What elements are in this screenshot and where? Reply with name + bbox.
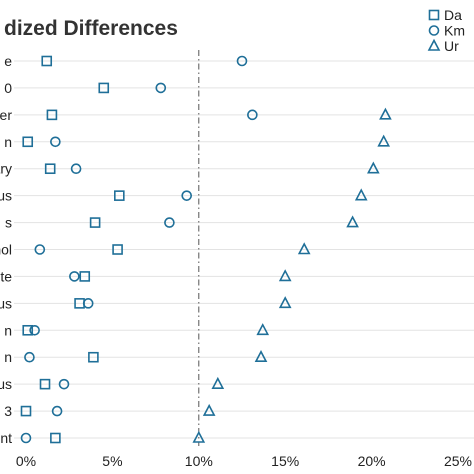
legend-marker bbox=[428, 25, 440, 36]
category-label: 0 bbox=[4, 80, 12, 96]
data-point bbox=[34, 244, 46, 255]
category-label: nt bbox=[0, 430, 12, 446]
data-point bbox=[377, 134, 391, 147]
category-label: us bbox=[0, 295, 12, 311]
data-point bbox=[20, 405, 32, 417]
x-tick-label: 25% bbox=[444, 453, 472, 469]
category-label: n bbox=[4, 322, 12, 338]
data-point bbox=[256, 323, 270, 336]
category-label: us bbox=[0, 188, 12, 204]
data-point bbox=[155, 82, 167, 94]
data-point bbox=[236, 55, 248, 67]
legend-label: Da bbox=[444, 7, 462, 23]
data-point bbox=[41, 55, 53, 67]
x-tick-label: 10% bbox=[185, 453, 213, 469]
data-point bbox=[192, 430, 206, 443]
category-label: e bbox=[4, 53, 12, 69]
legend-label: Ur bbox=[444, 38, 459, 54]
x-tick-label: 0% bbox=[16, 453, 36, 469]
category-label: n bbox=[4, 134, 12, 150]
legend-label: Km bbox=[444, 23, 465, 39]
data-point bbox=[379, 107, 392, 120]
category-label: er bbox=[0, 107, 12, 123]
data-point bbox=[58, 378, 70, 390]
data-point bbox=[20, 432, 32, 444]
category-label: 3 bbox=[4, 403, 12, 419]
data-point bbox=[88, 351, 99, 363]
data-point bbox=[24, 351, 35, 363]
data-point bbox=[29, 324, 40, 336]
data-point bbox=[82, 298, 94, 309]
x-tick-label: 20% bbox=[358, 453, 386, 469]
data-point bbox=[247, 109, 258, 121]
data-points bbox=[20, 55, 392, 444]
data-point bbox=[22, 324, 34, 336]
data-point bbox=[278, 269, 292, 282]
category-label: s bbox=[5, 215, 12, 231]
x-tick-label: 15% bbox=[271, 453, 299, 469]
data-point bbox=[50, 136, 61, 148]
data-point bbox=[164, 217, 175, 228]
data-point bbox=[278, 296, 292, 309]
chart-title: dized Differences bbox=[4, 17, 178, 40]
category-label: ary bbox=[0, 161, 12, 177]
data-point bbox=[346, 215, 359, 228]
data-point bbox=[22, 136, 34, 148]
x-tick-label: 5% bbox=[102, 453, 122, 469]
data-point bbox=[39, 378, 51, 390]
category-label: us bbox=[0, 376, 12, 392]
data-point bbox=[181, 190, 193, 201]
data-point bbox=[79, 271, 91, 282]
data-point bbox=[70, 163, 82, 175]
data-point bbox=[51, 405, 63, 417]
x-axis-ticks: 0% 5% 10% 15% 20% 25% bbox=[16, 453, 472, 469]
data-point bbox=[112, 244, 123, 255]
data-point bbox=[69, 271, 80, 282]
data-point bbox=[44, 163, 56, 175]
data-point bbox=[254, 349, 268, 363]
data-point bbox=[354, 188, 368, 201]
data-point bbox=[50, 432, 61, 444]
data-point bbox=[89, 217, 101, 228]
category-label: hol bbox=[0, 242, 12, 258]
category-label: te bbox=[0, 268, 12, 284]
data-point bbox=[211, 376, 225, 389]
legend-marker bbox=[428, 9, 440, 21]
legend-marker bbox=[427, 38, 441, 51]
data-point bbox=[46, 109, 58, 121]
data-point bbox=[114, 190, 125, 201]
category-label: n bbox=[4, 349, 12, 365]
category-labels: e0ernaryussholteusnnus3nt bbox=[0, 53, 12, 446]
data-point bbox=[202, 403, 216, 416]
data-point bbox=[98, 82, 110, 94]
data-point bbox=[367, 161, 380, 174]
grid bbox=[14, 60, 474, 439]
data-point bbox=[297, 242, 311, 255]
